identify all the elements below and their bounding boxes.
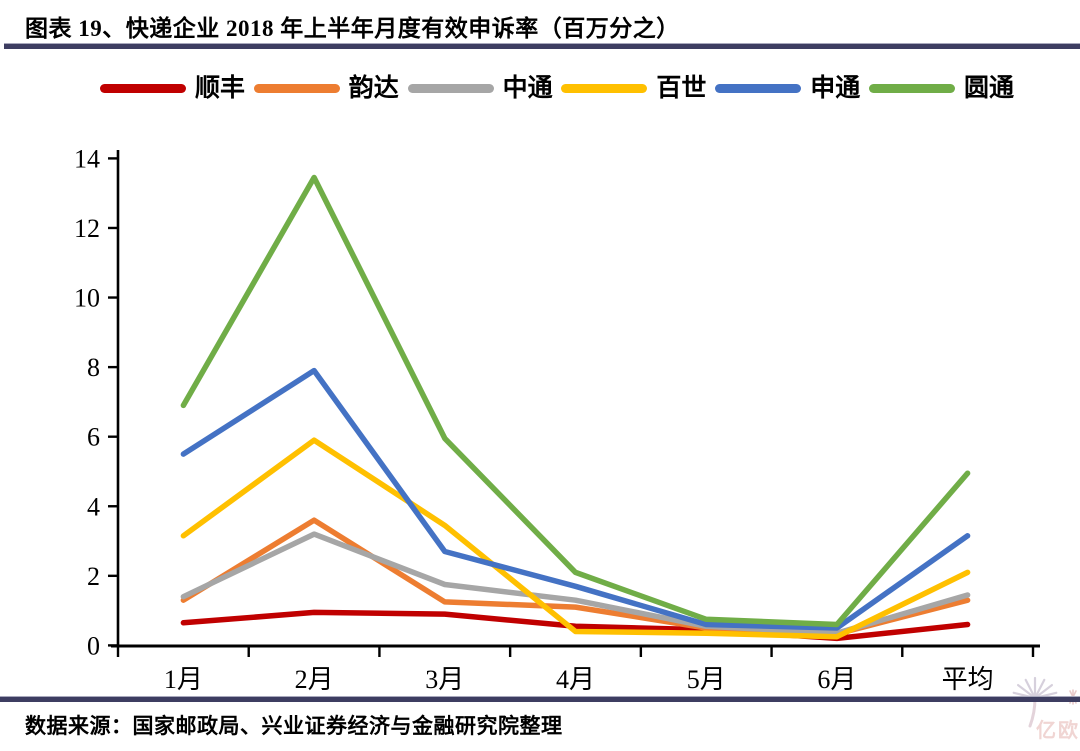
y-axis-tick-label: 6 — [87, 423, 100, 452]
legend-item-中通: 中通 — [407, 74, 553, 102]
eo-logo-text: 亿欧 — [1036, 720, 1080, 742]
legend-item-百世: 百世 — [561, 76, 706, 101]
legend-label: 申通 — [810, 74, 861, 102]
legend-label: 韵达 — [348, 74, 399, 102]
y-axis-tick-label: 14 — [74, 144, 100, 173]
y-axis-tick-label: 8 — [87, 353, 100, 382]
legend-swatch-icon — [100, 83, 186, 93]
y-axis-tick-label: 10 — [74, 284, 100, 313]
legend-label: 圆通 — [963, 74, 1014, 102]
x-axis-label: 4月 — [556, 665, 595, 694]
x-axis-label: 平均 — [942, 665, 994, 694]
legend-swatch-icon — [253, 83, 340, 93]
eo-watermark: 亿欧 — [1000, 668, 1080, 751]
series-line-申通 — [180, 367, 971, 631]
legend-swatch-icon — [407, 83, 494, 93]
legend-item-申通: 申通 — [715, 76, 860, 101]
chart-legend: 顺丰 韵达 中通 百世 申通 圆通 — [100, 72, 1014, 104]
x-axis-label: 5月 — [687, 665, 726, 694]
x-axis-label: 3月 — [425, 665, 464, 694]
y-axis-tick-label: 2 — [87, 562, 100, 591]
data-source: 数据来源：国家邮政局、兴业证券经济与金融研究院整理 — [25, 714, 563, 738]
title-divider — [4, 43, 1080, 49]
series-line-圆通 — [180, 174, 971, 628]
legend-label: 顺丰 — [195, 74, 246, 102]
x-axis-label: 2月 — [295, 665, 334, 694]
y-axis-tick-label: 12 — [74, 214, 100, 243]
x-axis-label: 1月 — [164, 665, 203, 694]
legend-item-圆通: 圆通 — [868, 74, 1014, 102]
legend-swatch-icon — [868, 83, 955, 93]
footer-divider — [0, 696, 1080, 702]
y-axis-tick-label: 4 — [87, 492, 100, 521]
series-line-中通 — [180, 531, 971, 636]
figure-title: 图表 19、快递企业 2018 年上半年月度有效申诉率（百万分之） — [25, 16, 680, 41]
legend-item-韵达: 韵达 — [253, 74, 399, 102]
legend-label: 百世 — [656, 74, 707, 102]
y-axis-tick-label: 0 — [87, 631, 100, 660]
legend-item-顺丰: 顺丰 — [100, 76, 245, 101]
legend-swatch-icon — [715, 83, 802, 93]
legend-swatch-icon — [561, 83, 648, 93]
legend-label: 中通 — [502, 74, 553, 102]
x-axis-label: 6月 — [817, 665, 856, 694]
series-line-百世 — [180, 437, 971, 640]
